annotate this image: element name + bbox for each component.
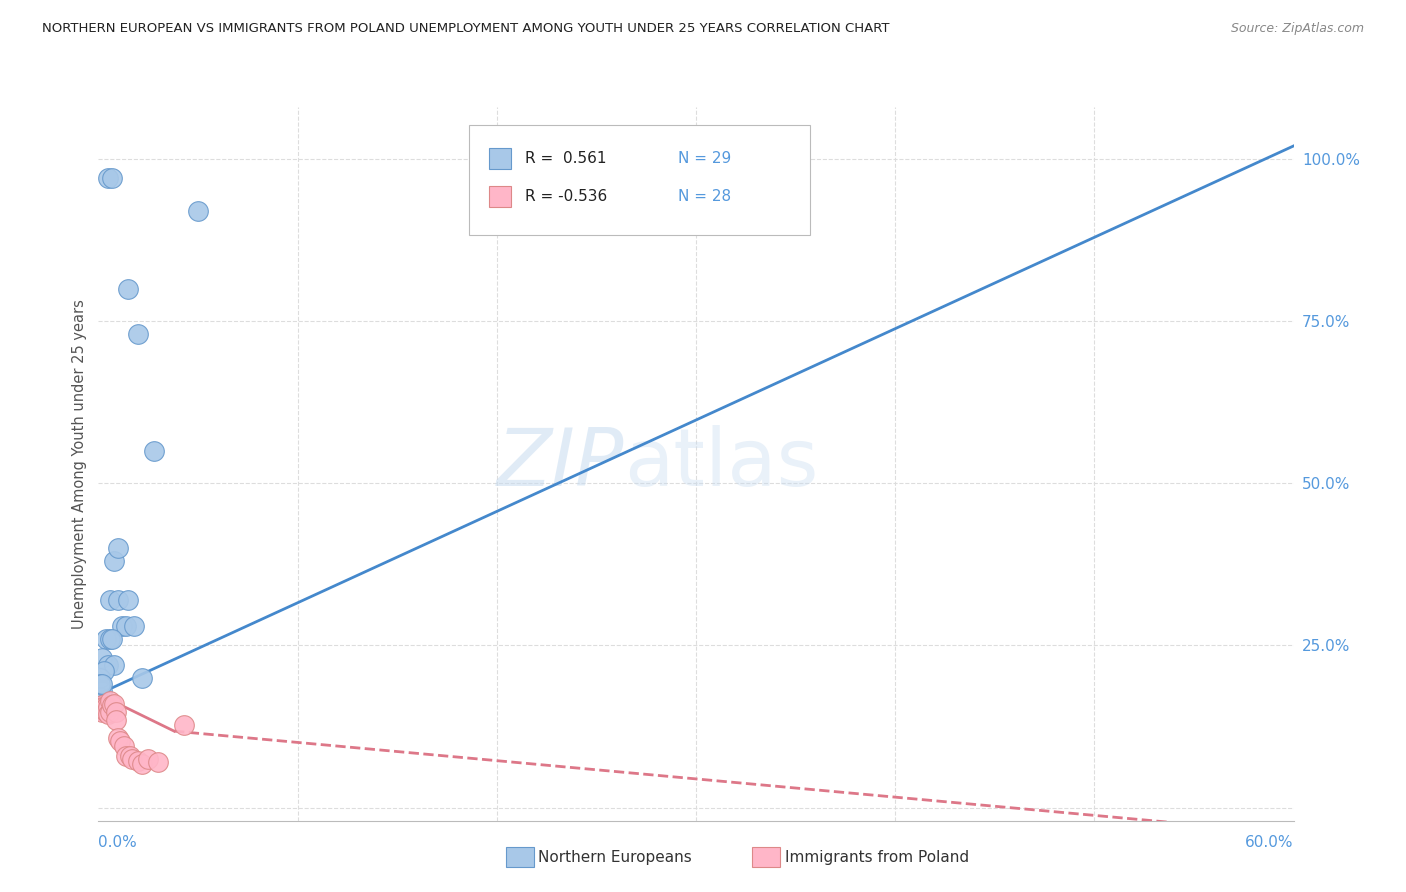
Point (143, 443, 166, 458)
Point (101, 698, 124, 713)
Point (103, 697, 125, 711)
Point (93, 665, 115, 679)
Point (110, 734, 132, 748)
Text: 0.0%: 0.0% (98, 836, 138, 850)
Point (91, 700, 114, 714)
Point (120, 748, 142, 763)
Point (96, 705, 118, 719)
Point (107, 593, 129, 607)
Point (91, 651, 114, 665)
Point (97, 657, 120, 672)
Point (96, 632, 118, 646)
Point (112, 739, 135, 753)
Text: ZIP: ZIP (496, 425, 624, 503)
Point (107, 541, 129, 556)
Text: R =  0.561: R = 0.561 (524, 151, 606, 166)
Point (93, 700, 115, 714)
Text: N = 28: N = 28 (678, 189, 731, 203)
Point (131, 671, 153, 685)
Text: N = 29: N = 29 (678, 151, 731, 166)
Point (91, 677, 114, 691)
Point (98, 705, 122, 719)
Text: NORTHERN EUROPEAN VS IMMIGRANTS FROM POLAND UNEMPLOYMENT AMONG YOUTH UNDER 25 YE: NORTHERN EUROPEAN VS IMMIGRANTS FROM POL… (42, 22, 890, 36)
Point (89, 703, 111, 717)
Point (96, 700, 118, 714)
Point (101, 632, 124, 646)
Text: 60.0%: 60.0% (1246, 836, 1294, 850)
Point (124, 619, 146, 633)
Text: Source: ZipAtlas.com: Source: ZipAtlas.com (1230, 22, 1364, 36)
Point (93, 702, 115, 716)
Bar (489, 148, 510, 169)
Point (98, 693, 122, 707)
Point (117, 282, 139, 296)
Point (187, 203, 209, 218)
Point (89, 703, 111, 717)
Point (89, 677, 111, 691)
Bar (489, 186, 510, 207)
Point (101, 171, 124, 186)
Point (103, 657, 125, 672)
Text: Immigrants from Poland: Immigrants from Poland (785, 850, 969, 864)
Text: Northern Europeans: Northern Europeans (538, 850, 692, 864)
Y-axis label: Unemployment Among Youth under 25 years: Unemployment Among Youth under 25 years (72, 299, 87, 629)
Point (107, 731, 129, 745)
Point (111, 619, 134, 633)
Point (105, 713, 128, 727)
FancyBboxPatch shape (470, 125, 810, 235)
Point (89, 671, 111, 685)
Point (103, 554, 125, 568)
Point (93, 697, 115, 711)
Point (117, 593, 139, 607)
Point (97, 706, 120, 721)
Point (173, 717, 195, 731)
Point (91, 698, 114, 713)
Point (115, 748, 138, 763)
Point (91, 705, 114, 719)
Point (98, 632, 122, 646)
Point (89, 690, 111, 705)
Point (127, 754, 149, 768)
Point (98, 593, 122, 607)
Text: R = -0.536: R = -0.536 (524, 189, 607, 203)
Point (89, 700, 111, 714)
Text: atlas: atlas (624, 425, 818, 503)
Point (115, 619, 138, 633)
Point (136, 752, 159, 766)
Point (148, 756, 170, 770)
Point (97, 700, 120, 714)
Point (127, 327, 149, 342)
Point (121, 752, 143, 766)
Point (97, 171, 120, 186)
Point (91, 684, 114, 698)
Point (131, 756, 153, 771)
Point (105, 705, 128, 719)
